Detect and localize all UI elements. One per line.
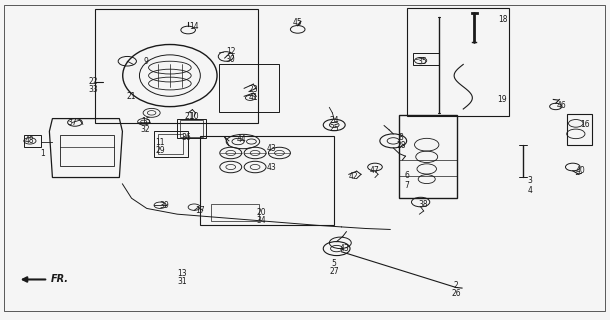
Text: 14: 14 (190, 22, 199, 31)
Text: 28: 28 (396, 141, 406, 150)
Text: 26: 26 (451, 289, 461, 298)
Bar (567, 115, 592, 145)
Bar (60, 134, 114, 166)
Text: 42: 42 (349, 172, 359, 181)
Text: 34: 34 (256, 216, 266, 225)
Text: 3: 3 (527, 176, 532, 185)
Text: 23: 23 (248, 85, 258, 94)
Bar (414, 53, 439, 65)
Text: 32: 32 (141, 125, 150, 134)
Bar (400, 116, 457, 198)
Bar (210, 204, 259, 220)
Text: 21: 21 (185, 112, 194, 121)
Text: 29: 29 (156, 146, 165, 155)
Text: 15: 15 (141, 117, 150, 126)
Text: 17: 17 (196, 206, 205, 215)
Text: 48: 48 (25, 136, 35, 145)
Text: 35: 35 (417, 57, 427, 66)
Text: 47: 47 (370, 166, 380, 175)
Text: 38: 38 (419, 200, 428, 209)
Text: 6: 6 (405, 172, 410, 180)
Text: 4: 4 (527, 186, 532, 195)
Text: 10: 10 (190, 112, 199, 121)
Text: 44: 44 (236, 135, 246, 144)
Text: 2: 2 (454, 281, 458, 290)
Text: 36: 36 (181, 132, 191, 141)
Text: 45: 45 (293, 18, 303, 27)
Text: 30: 30 (226, 55, 235, 64)
Text: 19: 19 (497, 95, 506, 104)
Bar (407, 8, 509, 116)
Text: 18: 18 (498, 15, 508, 24)
Text: 13: 13 (178, 268, 187, 278)
Text: 39: 39 (159, 201, 169, 210)
Text: 40: 40 (575, 166, 585, 175)
Bar (158, 133, 183, 154)
Bar (154, 131, 187, 157)
Text: 33: 33 (88, 85, 98, 94)
Text: 21: 21 (127, 92, 136, 101)
Text: 46: 46 (557, 101, 567, 110)
Text: 43: 43 (340, 244, 350, 253)
Text: 31: 31 (178, 276, 187, 285)
Text: 25: 25 (329, 124, 339, 132)
Bar (180, 120, 203, 137)
Text: 41: 41 (248, 93, 258, 102)
Text: 20: 20 (256, 208, 266, 217)
Text: 24: 24 (329, 116, 339, 125)
Text: 8: 8 (399, 133, 404, 142)
Bar (200, 136, 334, 225)
Text: 11: 11 (156, 138, 165, 147)
Bar (218, 64, 279, 112)
Text: 9: 9 (143, 57, 148, 66)
Text: 43: 43 (267, 144, 276, 153)
Text: 1: 1 (40, 149, 45, 158)
Text: 43: 43 (267, 163, 276, 172)
Text: FR.: FR. (51, 275, 68, 284)
Text: 27: 27 (329, 267, 339, 276)
Bar (24, 134, 41, 147)
Text: 22: 22 (88, 77, 98, 86)
Bar (177, 119, 206, 138)
Bar (95, 9, 258, 123)
Text: 12: 12 (226, 47, 235, 56)
Text: 16: 16 (580, 120, 590, 130)
Text: 7: 7 (405, 181, 410, 190)
Text: 5: 5 (332, 259, 337, 268)
Text: 37: 37 (68, 118, 77, 127)
